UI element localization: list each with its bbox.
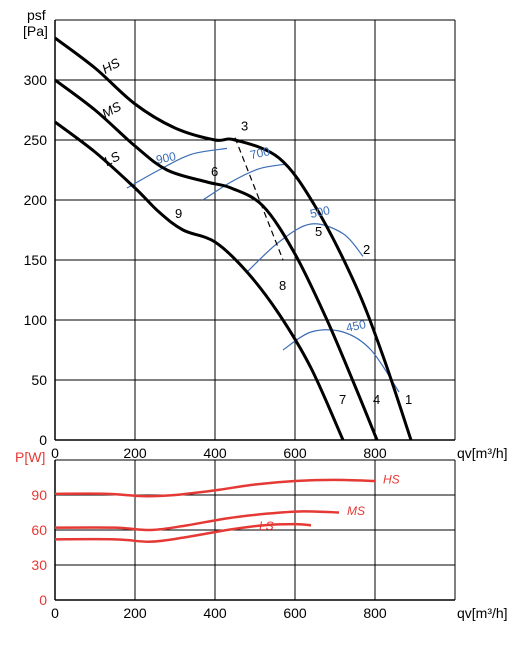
op-point-label: 6 bbox=[211, 164, 218, 179]
op-point-label: 4 bbox=[373, 392, 380, 407]
y-tick-label: 250 bbox=[24, 132, 48, 148]
x-tick-label: 800 bbox=[363, 605, 387, 621]
rpm-label: 450 bbox=[345, 317, 368, 335]
y-axis-unit: [Pa] bbox=[23, 23, 48, 39]
x-tick-label: 400 bbox=[203, 445, 227, 461]
y-tick-label: 200 bbox=[24, 192, 48, 208]
y-tick-label: 100 bbox=[24, 312, 48, 328]
x-tick-label: 800 bbox=[363, 445, 387, 461]
y-axis-label: psf bbox=[27, 7, 46, 23]
pressure-curve-ls bbox=[55, 122, 343, 440]
x-tick-label: 0 bbox=[51, 605, 59, 621]
y-tick-label: 300 bbox=[24, 72, 48, 88]
x-tick-label: 200 bbox=[123, 445, 147, 461]
y-tick-label: 30 bbox=[31, 557, 47, 573]
power-curve-ms bbox=[55, 511, 339, 530]
x-tick-label: 600 bbox=[283, 445, 307, 461]
x-axis-label: qv[m³/h] bbox=[457, 605, 508, 621]
y-axis-label: P[W] bbox=[15, 449, 45, 465]
fan-curve-chart: 0501001502002503000200400600800psf[Pa]qv… bbox=[0, 0, 510, 650]
op-point-label: 5 bbox=[315, 224, 322, 239]
x-axis-label: qv[m³/h] bbox=[457, 445, 508, 461]
series-label: MS bbox=[347, 504, 365, 518]
op-point-label: 2 bbox=[363, 242, 370, 257]
x-tick-label: 0 bbox=[51, 445, 59, 461]
x-tick-label: 400 bbox=[203, 605, 227, 621]
op-point-label: 8 bbox=[279, 278, 286, 293]
y-tick-label: 60 bbox=[31, 522, 47, 538]
y-tick-label: 0 bbox=[39, 592, 47, 608]
rpm-curve bbox=[283, 330, 399, 392]
x-tick-label: 600 bbox=[283, 605, 307, 621]
op-point-label: 3 bbox=[241, 118, 248, 133]
op-point-label: 1 bbox=[405, 392, 412, 407]
x-tick-label: 200 bbox=[123, 605, 147, 621]
series-label: LS bbox=[259, 519, 274, 533]
y-tick-label: 90 bbox=[31, 487, 47, 503]
y-tick-label: 50 bbox=[31, 372, 47, 388]
rpm-label: 700 bbox=[249, 144, 272, 162]
y-tick-label: 150 bbox=[24, 252, 48, 268]
series-label: HS bbox=[383, 472, 400, 486]
rpm-label: 500 bbox=[309, 203, 332, 221]
op-point-label: 9 bbox=[175, 206, 182, 221]
y-tick-label: 0 bbox=[39, 432, 47, 448]
series-label: LS bbox=[101, 148, 122, 169]
rpm-label: 900 bbox=[155, 149, 178, 167]
op-point-label: 7 bbox=[339, 392, 346, 407]
